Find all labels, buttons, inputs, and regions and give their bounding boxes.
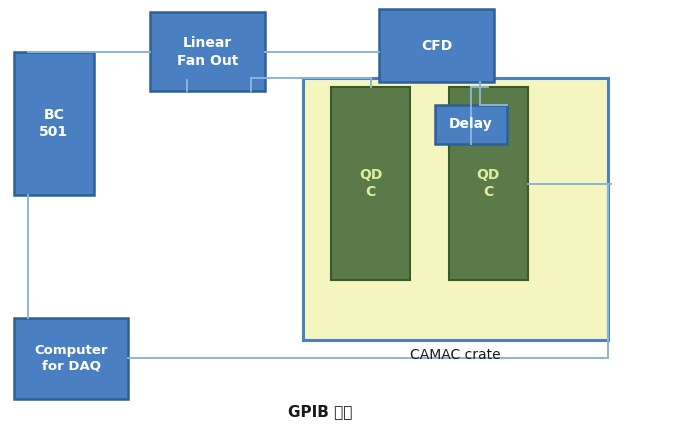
Text: Linear
Fan Out: Linear Fan Out (177, 36, 238, 68)
Text: QD
C: QD C (359, 168, 382, 199)
Text: Computer
for DAQ: Computer for DAQ (34, 344, 108, 373)
Text: CFD: CFD (421, 38, 452, 53)
Bar (14, 318, 128, 399)
Text: CAMAC crate: CAMAC crate (410, 348, 500, 362)
Bar (435, 105, 507, 144)
Bar (150, 12, 264, 91)
Text: QD
C: QD C (477, 168, 500, 199)
Bar (448, 87, 528, 280)
Bar (14, 52, 93, 194)
Bar (379, 9, 493, 82)
Text: Delay: Delay (449, 118, 493, 131)
Bar (331, 87, 411, 280)
Text: BC
501: BC 501 (39, 107, 68, 139)
Text: GPIB 통신: GPIB 통신 (288, 404, 352, 419)
Bar (303, 78, 608, 339)
